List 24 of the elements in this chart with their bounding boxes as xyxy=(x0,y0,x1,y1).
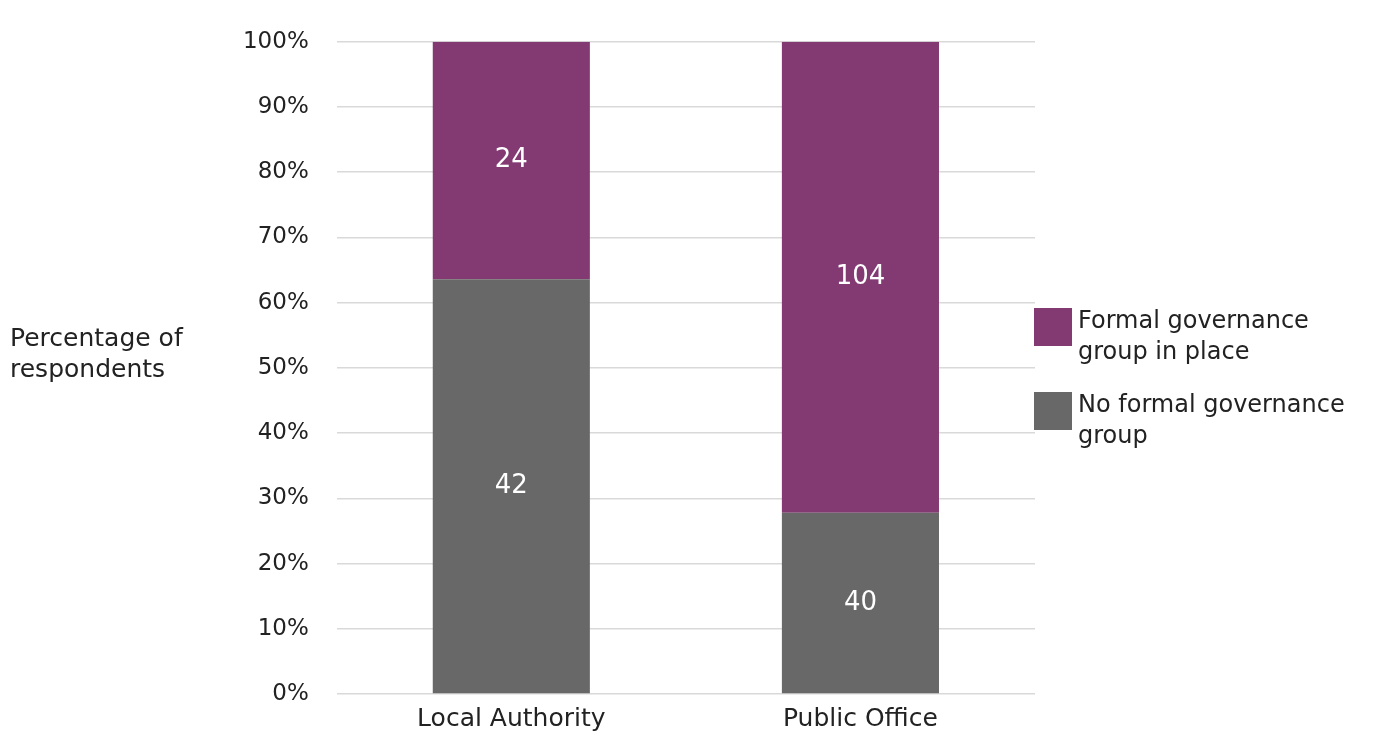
annotation: 40 xyxy=(843,585,877,616)
legend-label: Formal governance group in place xyxy=(1078,305,1310,367)
annotation: 104 xyxy=(835,259,886,290)
y-axis-title: Percentage of respondents xyxy=(10,322,185,384)
y-tick-label: 90% xyxy=(257,91,309,118)
annotation: 24 xyxy=(494,143,528,174)
y-tick-label: 40% xyxy=(257,418,309,445)
legend-label: No formal governance group xyxy=(1078,389,1346,451)
y-tick-label: 100% xyxy=(242,26,309,53)
y-tick-label: 80% xyxy=(257,157,309,184)
bar xyxy=(781,512,939,694)
y-tick-label: 60% xyxy=(257,287,309,314)
y-tick-label: 20% xyxy=(257,548,309,575)
bar xyxy=(432,41,590,280)
y-tick-label: 70% xyxy=(257,222,309,249)
bar xyxy=(432,279,590,694)
y-tick-label: 0% xyxy=(272,678,309,705)
y-tick-label: 10% xyxy=(257,613,309,640)
bar xyxy=(781,41,939,513)
y-tick-label: 50% xyxy=(257,352,309,379)
x-tick-label: Local Authority xyxy=(417,702,606,732)
y-tick-label: 30% xyxy=(257,483,309,510)
x-tick-label: Public Office xyxy=(782,702,938,732)
annotation: 42 xyxy=(494,468,528,499)
